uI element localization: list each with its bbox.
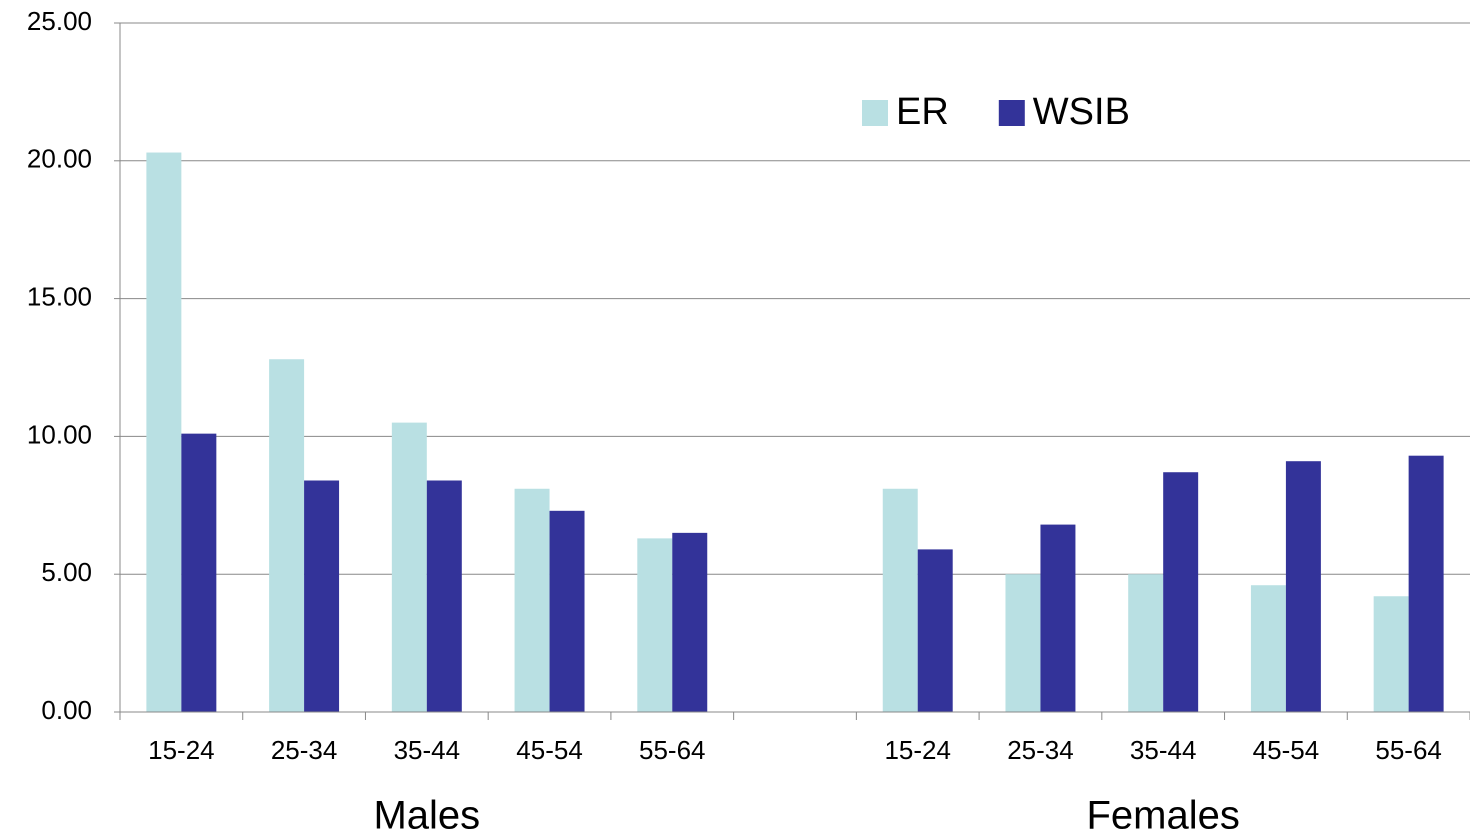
y-tick-label: 10.00: [27, 419, 92, 449]
bar: [304, 480, 340, 712]
y-tick-label: 0.00: [41, 695, 92, 725]
bar: [1005, 574, 1041, 712]
bar: [181, 433, 217, 712]
y-tick-label: 5.00: [41, 557, 92, 587]
bar: [549, 510, 585, 712]
bar: [917, 549, 953, 712]
x-tick-label: 25-34: [1007, 735, 1074, 765]
x-tick-label: 15-24: [884, 735, 951, 765]
group-label: Males: [373, 794, 480, 838]
x-tick-label: 25-34: [271, 735, 338, 765]
y-tick-label: 20.00: [27, 144, 92, 174]
bar: [514, 488, 550, 712]
bar: [1250, 585, 1286, 712]
x-tick-label: 35-44: [394, 735, 461, 765]
x-tick-label: 35-44: [1130, 735, 1197, 765]
bar: [269, 359, 305, 712]
legend-swatch: [998, 100, 1025, 126]
x-tick-label: 45-54: [516, 735, 583, 765]
y-tick-label: 25.00: [27, 6, 92, 36]
legend-label: WSIB: [1033, 91, 1130, 133]
x-tick-label: 55-64: [639, 735, 706, 765]
bar: [146, 152, 182, 713]
bar: [1373, 596, 1409, 712]
x-tick-label: 45-54: [1253, 735, 1320, 765]
legend-swatch: [862, 100, 888, 126]
group-label: Females: [1086, 794, 1239, 838]
bar: [1285, 461, 1321, 712]
bar: [1128, 574, 1164, 712]
bar: [637, 538, 673, 712]
bar: [426, 480, 462, 712]
legend-label: ER: [896, 91, 949, 133]
bar: [1040, 524, 1076, 712]
bar: [672, 532, 708, 712]
x-tick-label: 55-64: [1375, 735, 1442, 765]
y-tick-label: 15.00: [27, 281, 92, 311]
x-tick-label: 15-24: [148, 735, 215, 765]
bar: [882, 488, 918, 712]
bar: [1163, 472, 1199, 712]
bar: [391, 422, 427, 712]
bar: [1408, 455, 1444, 712]
